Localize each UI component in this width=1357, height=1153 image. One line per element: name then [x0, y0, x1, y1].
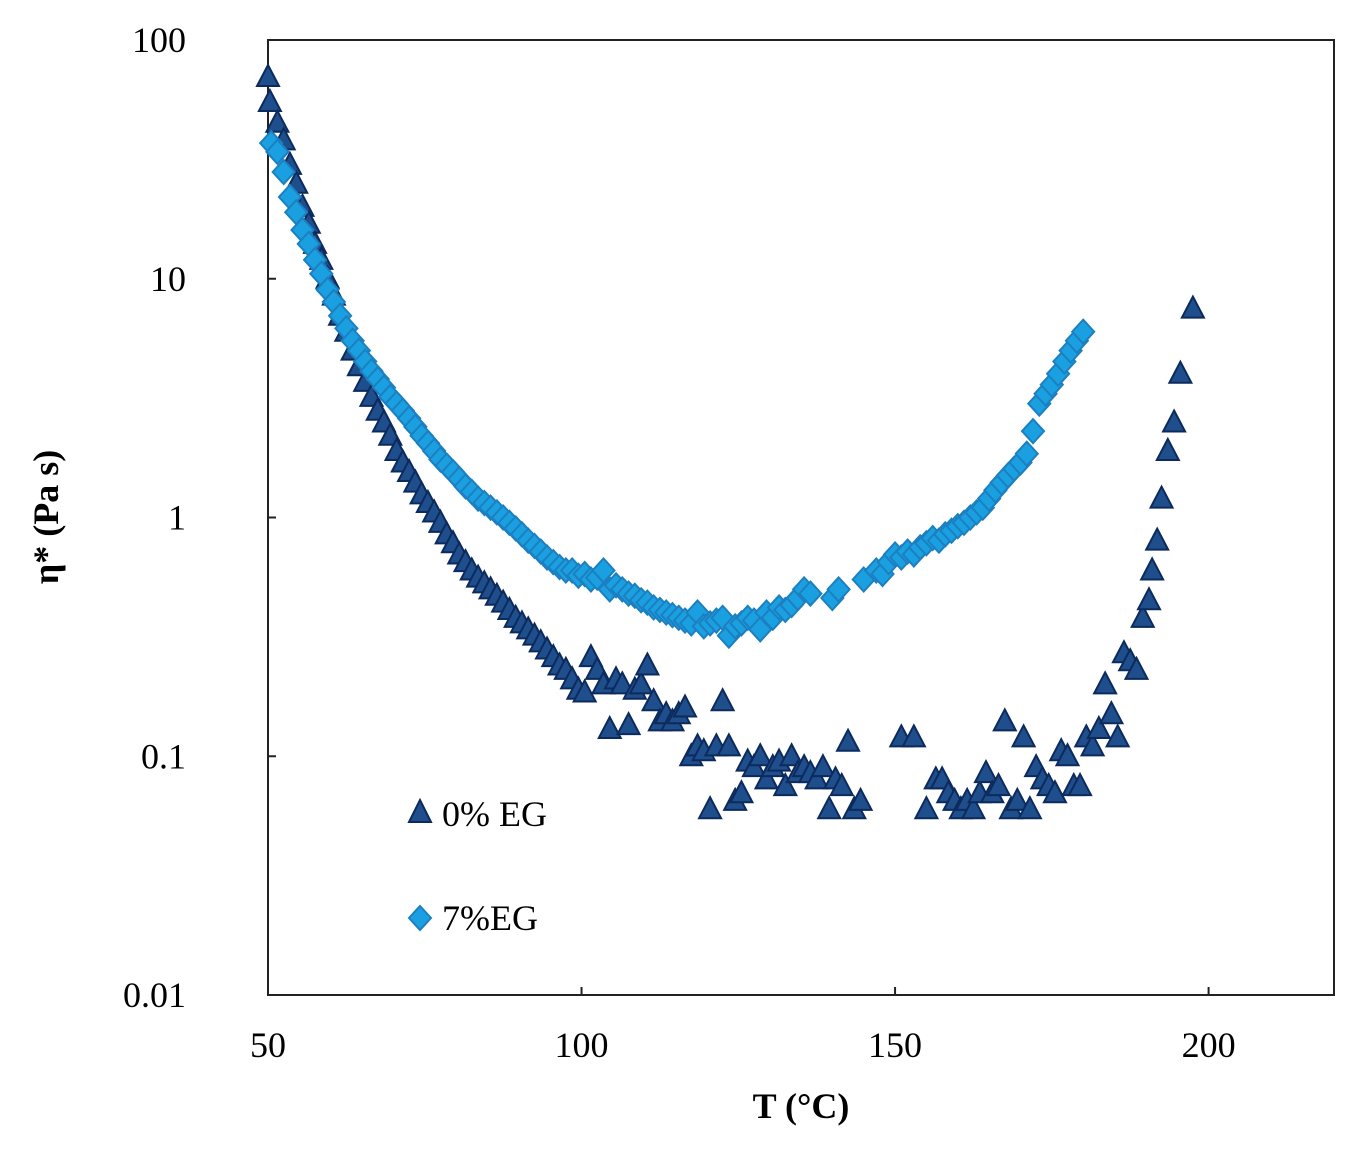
- data-point: [728, 779, 755, 804]
- data-point: [804, 765, 830, 790]
- data-point: [1123, 655, 1150, 680]
- data-point: [716, 732, 742, 757]
- data-point: [816, 795, 842, 820]
- data-point: [1004, 786, 1030, 811]
- data-point: [753, 765, 780, 790]
- data-point: [609, 670, 635, 695]
- data-point: [992, 707, 1018, 732]
- data-point: [1014, 440, 1040, 468]
- legend-label-1: 7%EG: [442, 898, 538, 938]
- x-tick-label: 150: [868, 1025, 922, 1065]
- legend-item-1: 7%EG: [407, 898, 538, 938]
- data-point: [1136, 586, 1162, 611]
- data-point: [913, 795, 940, 820]
- x-axis-title: T (°C): [753, 1086, 850, 1126]
- series-layer: [255, 62, 1206, 820]
- data-point: [628, 670, 654, 695]
- data-point: [697, 795, 723, 820]
- data-point: [1130, 603, 1156, 628]
- data-point: [1067, 771, 1093, 797]
- data-point: [829, 771, 855, 797]
- series-7-percent-eg: [258, 129, 1096, 650]
- data-point: [835, 727, 861, 752]
- data-point: [1144, 526, 1170, 551]
- data-point: [1070, 318, 1096, 346]
- data-point: [1042, 779, 1068, 804]
- legend-marker-diamond: [407, 904, 433, 932]
- y-axis-title: η* (Pa s): [26, 450, 66, 584]
- data-point: [265, 138, 290, 166]
- data-point: [1139, 556, 1165, 581]
- plot-frame: [267, 39, 1335, 996]
- x-tick-label: 50: [250, 1025, 286, 1065]
- data-point: [1148, 484, 1175, 509]
- x-tick-label: 100: [555, 1025, 609, 1065]
- y-tick-label: 1: [168, 498, 186, 538]
- data-point: [672, 693, 698, 718]
- data-point: [615, 710, 642, 736]
- legend: 0% EG 7%EG: [407, 794, 547, 938]
- data-point: [1092, 670, 1118, 695]
- data-point: [572, 678, 598, 703]
- data-point: [1086, 714, 1112, 740]
- data-point: [1155, 436, 1181, 461]
- data-point: [1105, 723, 1131, 748]
- y-tick-label: 0.1: [141, 736, 186, 776]
- data-point: [985, 771, 1012, 797]
- data-point: [798, 580, 823, 608]
- data-point: [1180, 294, 1206, 319]
- data-point: [960, 795, 987, 820]
- plot-area: [267, 39, 1335, 996]
- data-point: [847, 786, 874, 811]
- data-point: [634, 651, 661, 676]
- legend-item-0: 0% EG: [407, 794, 547, 834]
- data-point: [1098, 700, 1125, 725]
- y-tick-label: 10: [150, 259, 186, 299]
- data-point: [640, 687, 667, 712]
- legend-label-0: 0% EG: [442, 794, 547, 834]
- data-point: [255, 62, 281, 87]
- y-tick-label: 100: [132, 20, 186, 60]
- data-point: [772, 771, 798, 797]
- data-point: [973, 758, 999, 784]
- data-point: [1017, 795, 1043, 820]
- data-point: [1161, 408, 1187, 433]
- data-point: [1020, 417, 1046, 445]
- data-point: [778, 742, 805, 767]
- y-tick-label: 0.01: [123, 975, 186, 1015]
- data-point: [1079, 732, 1106, 757]
- data-point: [1010, 723, 1037, 748]
- legend-marker-triangle: [407, 797, 433, 823]
- data-point: [1054, 742, 1081, 767]
- data-point: [257, 87, 283, 112]
- x-axis: 50 100 150 200: [250, 987, 1236, 1065]
- data-point: [1167, 359, 1194, 384]
- data-point: [264, 108, 291, 133]
- data-point: [591, 556, 616, 584]
- data-point: [747, 742, 773, 767]
- data-point: [709, 687, 736, 712]
- data-point: [271, 158, 297, 186]
- data-point: [826, 575, 851, 603]
- data-point: [597, 714, 623, 740]
- data-point: [810, 753, 836, 778]
- x-tick-label: 200: [1182, 1025, 1236, 1065]
- data-point: [901, 723, 927, 748]
- y-axis: 0.01 0.1 1 10 100: [123, 20, 276, 1015]
